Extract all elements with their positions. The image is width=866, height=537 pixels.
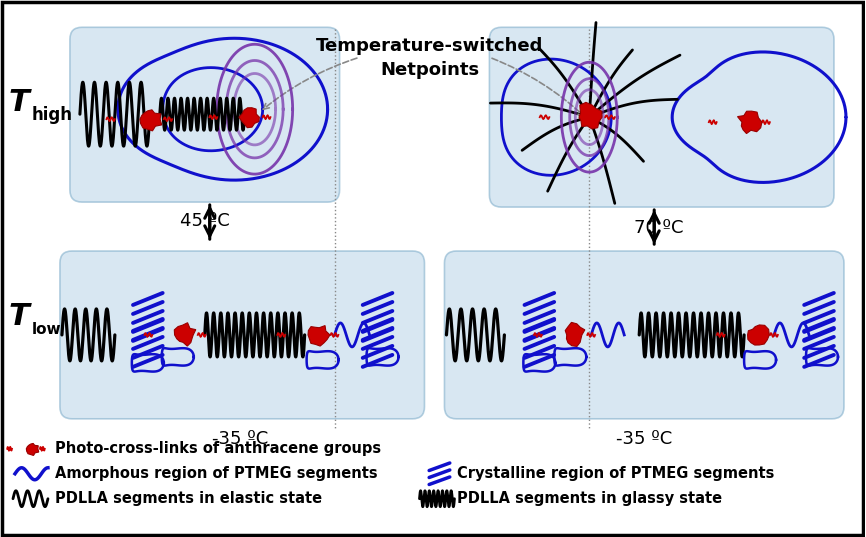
Text: PDLLA segments in elastic state: PDLLA segments in elastic state [55, 491, 322, 506]
Text: 70 ºC: 70 ºC [635, 219, 684, 237]
Text: $\bfit{T}$: $\bfit{T}$ [8, 88, 33, 117]
Text: high: high [32, 106, 73, 124]
Polygon shape [239, 108, 260, 128]
Text: low: low [32, 322, 61, 337]
Polygon shape [738, 111, 762, 134]
FancyBboxPatch shape [60, 251, 424, 419]
Text: Amorphous region of PTMEG segments: Amorphous region of PTMEG segments [55, 466, 378, 481]
Text: -35 ºC: -35 ºC [616, 430, 672, 448]
Polygon shape [140, 110, 162, 131]
Polygon shape [579, 103, 602, 129]
Polygon shape [565, 322, 585, 346]
Text: PDLLA segments in glassy state: PDLLA segments in glassy state [457, 491, 722, 506]
FancyBboxPatch shape [70, 27, 339, 202]
Polygon shape [174, 323, 196, 346]
Text: $\bfit{T}$: $\bfit{T}$ [8, 302, 33, 331]
Text: Crystalline region of PTMEG segments: Crystalline region of PTMEG segments [457, 466, 775, 481]
Polygon shape [308, 325, 330, 346]
Polygon shape [747, 325, 769, 345]
Text: Temperature-switched
Netpoints: Temperature-switched Netpoints [316, 37, 543, 79]
Text: Photo-cross-links of anthracene groups: Photo-cross-links of anthracene groups [55, 441, 381, 456]
FancyBboxPatch shape [444, 251, 844, 419]
Polygon shape [26, 444, 39, 455]
Text: 45 ºC: 45 ºC [180, 212, 229, 230]
FancyBboxPatch shape [489, 27, 834, 207]
Text: -35 ºC: -35 ºC [211, 430, 268, 448]
